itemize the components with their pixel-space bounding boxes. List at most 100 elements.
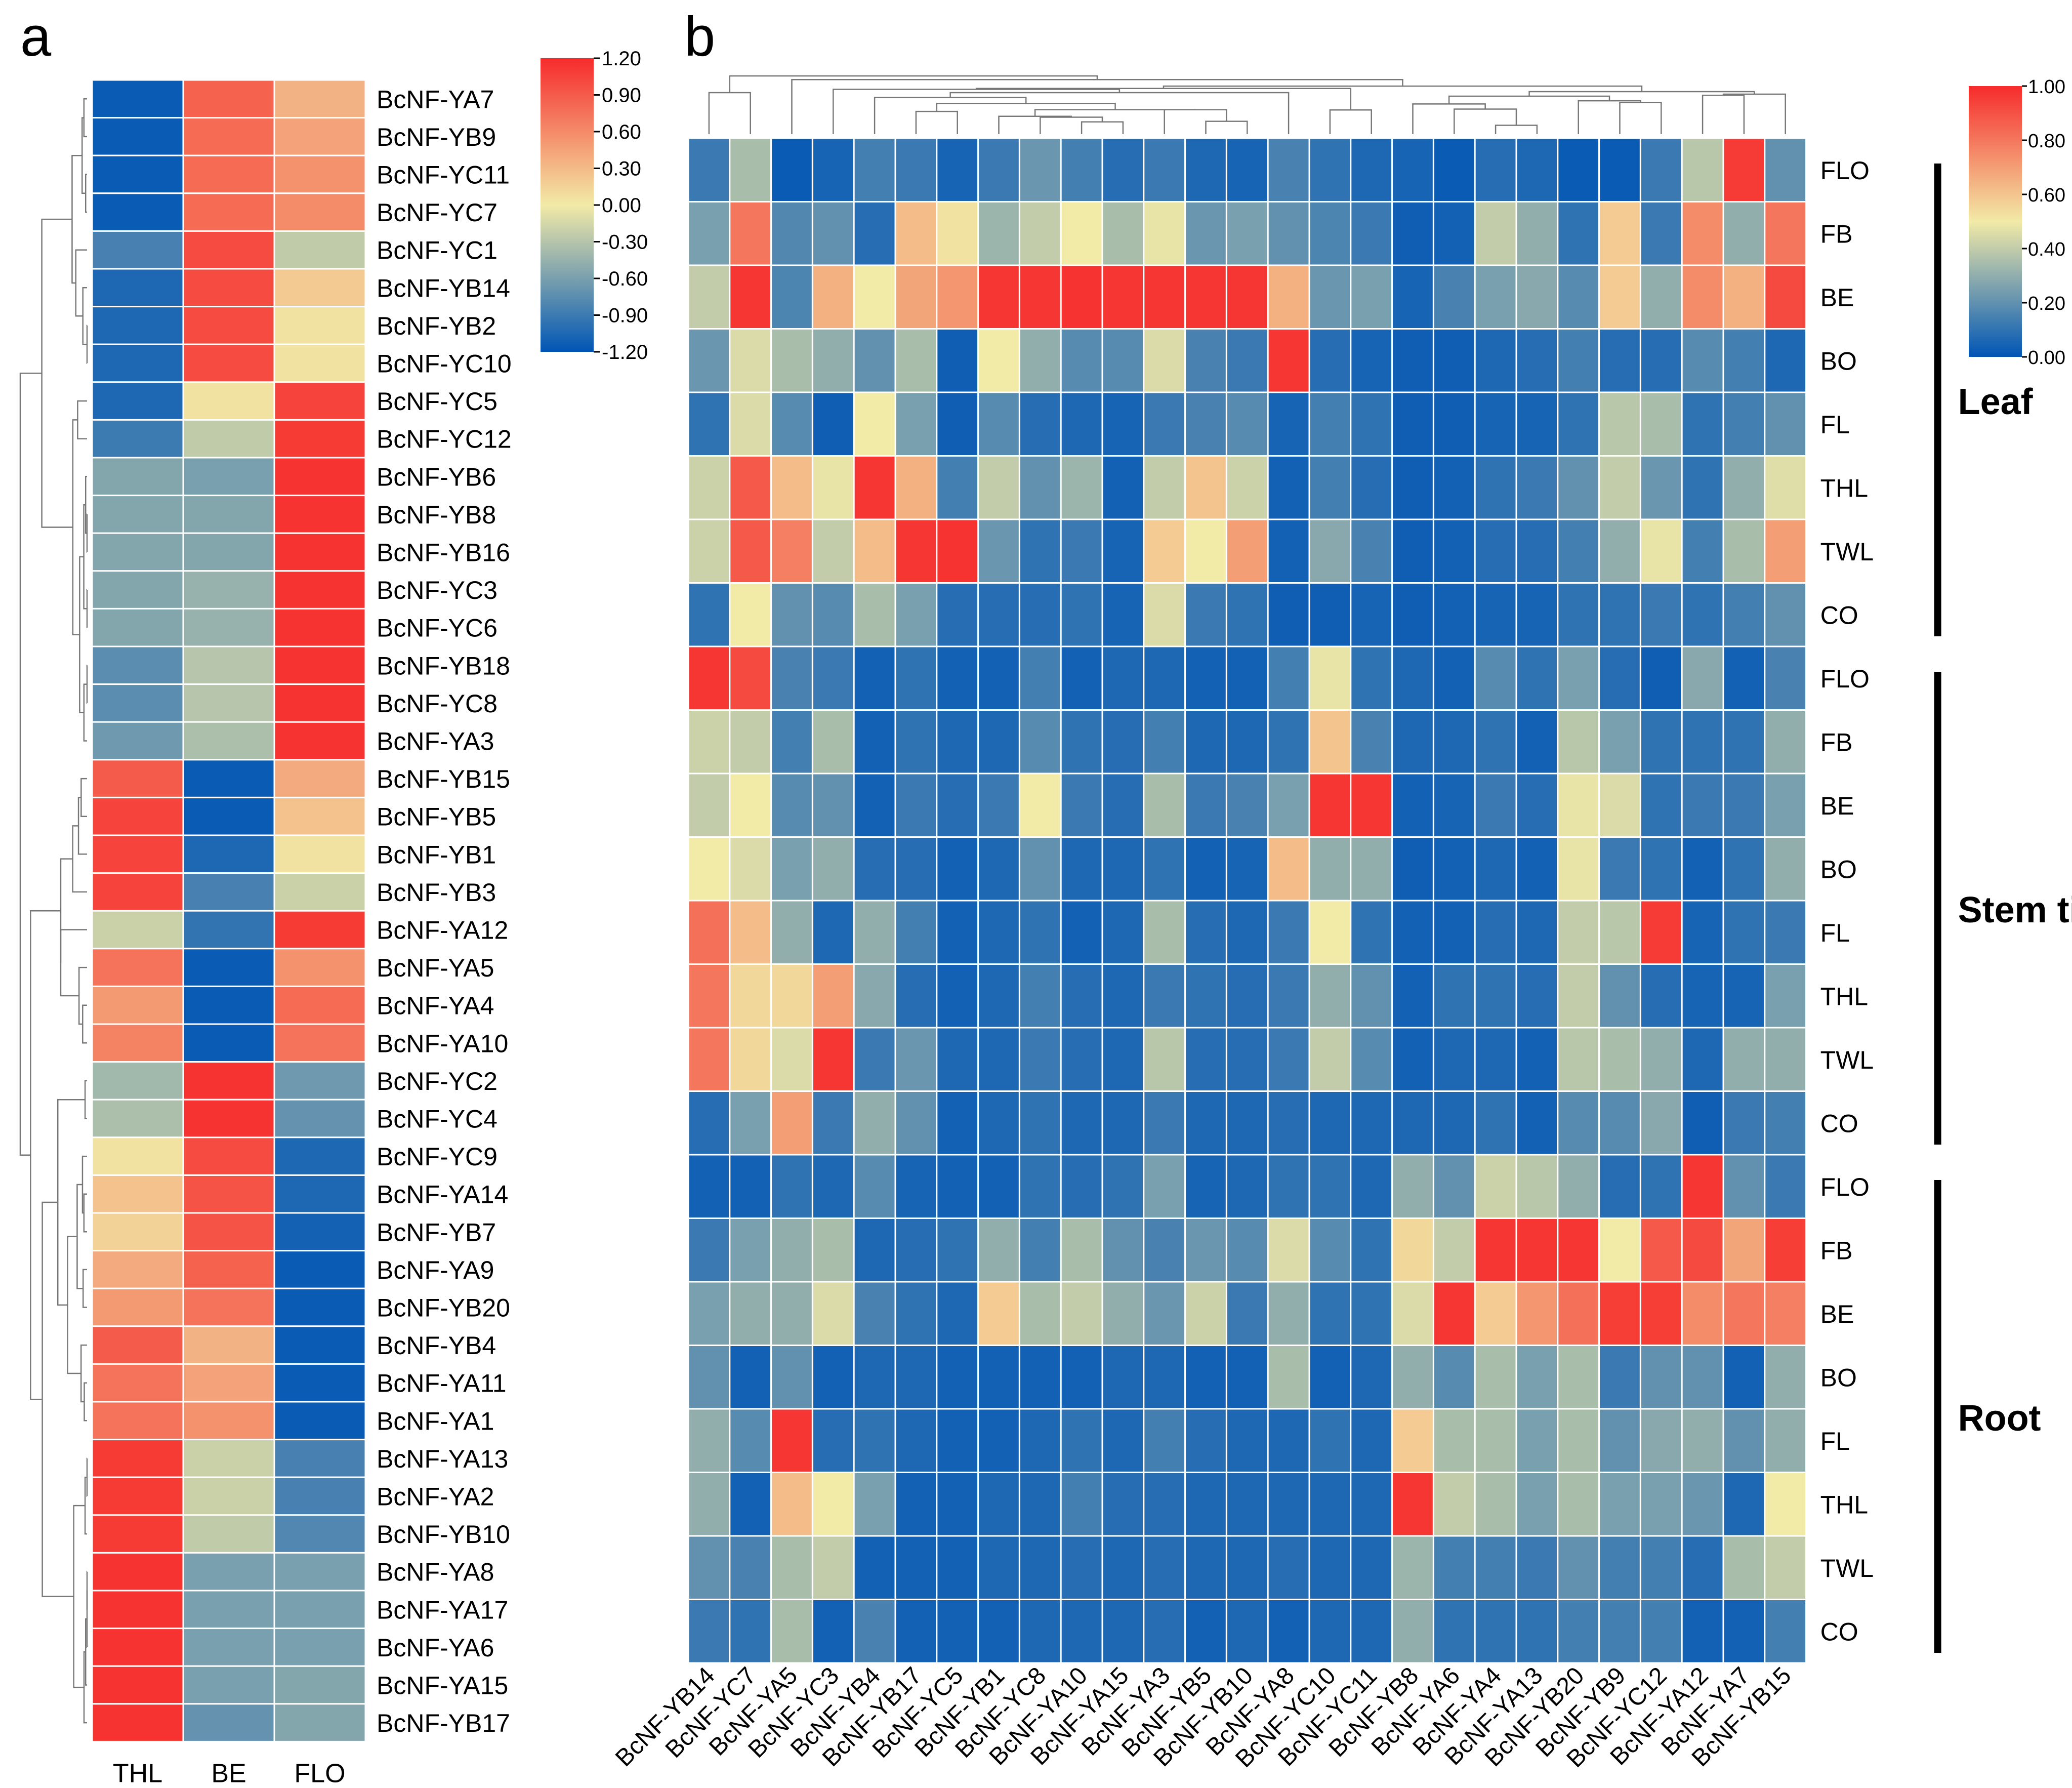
dendrogram-branch [998,115,1072,134]
heat-cell [182,872,275,912]
column-label: FLO [294,1759,345,1788]
heat-cell [182,117,275,156]
heat-cell [1681,201,1724,266]
heat-cell [1060,963,1103,1029]
heat-cell [1101,1281,1145,1346]
heat-cell [1350,836,1393,902]
heat-cell [1018,1090,1062,1156]
dendrogram-branch [1163,85,1643,92]
heat-cell [182,1514,275,1554]
heat-cell [182,79,275,119]
heat-cell [182,607,275,647]
heat-cell [1598,836,1641,902]
heat-cell [1474,264,1517,330]
heat-cell [273,343,366,383]
heat-cell [1350,201,1393,266]
heat-cell [1391,773,1434,838]
heat-cell [1764,963,1807,1029]
heat-cell [1060,1281,1103,1346]
heat-cell [182,910,275,950]
heat-cell [1267,1345,1310,1410]
heat-cell [687,1281,731,1346]
heat-cell [811,1599,855,1664]
heat-cell [1267,1408,1310,1473]
heat-cell [1143,963,1186,1029]
heat-cell [1557,137,1600,202]
heat-cell [1722,1217,1766,1283]
heat-cell [977,836,1020,902]
row-label: FLO [1820,665,1870,693]
heat-cell [91,1476,184,1516]
heat-cell [1101,391,1145,457]
heat-cell [1184,518,1227,584]
heat-cell [91,117,184,156]
heat-cell [1018,582,1062,647]
heat-cell [1557,201,1600,266]
heat-cell [91,1552,184,1592]
heat-cell [1639,645,1683,711]
heat-cell [182,419,275,459]
panel-label-a: a [20,6,52,68]
heat-cell [853,1599,896,1664]
heat-cell [1225,645,1269,711]
heat-cell [811,709,855,775]
heat-cell [91,1174,184,1214]
heat-cell [977,1090,1020,1156]
heat-cell [853,582,896,647]
dendrogram-branch [1164,109,1227,134]
row-label: BcNF-YA15 [377,1672,508,1700]
heat-cell [1764,264,1807,330]
heat-cell [811,1090,855,1156]
heat-cell [687,1027,731,1092]
heat-cell [273,1590,366,1630]
heat-cell [1598,1027,1641,1092]
heat-cell [1101,201,1145,266]
heat-cell [936,455,979,520]
heat-cell [1722,900,1766,965]
row-label: THL [1820,474,1868,502]
heat-cell [853,137,896,202]
heat-cell [1267,963,1310,1029]
heat-cell [1764,518,1807,584]
heat-cell [1060,836,1103,902]
heat-cell [1143,201,1186,266]
row-label: BcNF-YB3 [377,878,496,907]
heat-cell [91,1439,184,1478]
heat-cell [182,796,275,836]
heat-cell [687,1154,731,1219]
heat-cell [936,645,979,711]
heat-cell [811,1535,855,1600]
heat-cell [1432,518,1476,584]
row-label: BcNF-YB20 [377,1294,510,1322]
heat-cell [1060,645,1103,711]
dendrogram-branch [729,75,1098,93]
heat-cell [1432,455,1476,520]
heat-cell [1639,1217,1683,1283]
heat-cell [1391,518,1434,584]
heat-cell [273,985,366,1025]
row-label: BcNF-YA2 [377,1483,494,1511]
heat-cell [729,1027,772,1092]
heat-cell [273,79,366,119]
colorbar-tick-label: 0.30 [602,158,641,180]
heat-cell [1350,1027,1393,1092]
heat-cell [1308,1090,1352,1156]
heat-cell [1722,455,1766,520]
heat-cell [91,910,184,950]
heat-cell [1515,1472,1559,1537]
heat-cell [1225,1027,1269,1092]
heat-cell [1060,1345,1103,1410]
row-label: TWL [1820,1554,1874,1582]
heat-cell [182,1439,275,1478]
heat-cell [977,900,1020,965]
heat-cell [687,391,731,457]
heat-cell [687,201,731,266]
heat-cell [1350,1090,1393,1156]
heat-cell [894,201,938,266]
heat-cell [1639,455,1683,520]
heat-cell [1350,1217,1393,1283]
heat-cell [182,306,275,345]
heat-cell [182,1401,275,1441]
heat-cell [91,495,184,534]
heat-cell [1308,773,1352,838]
